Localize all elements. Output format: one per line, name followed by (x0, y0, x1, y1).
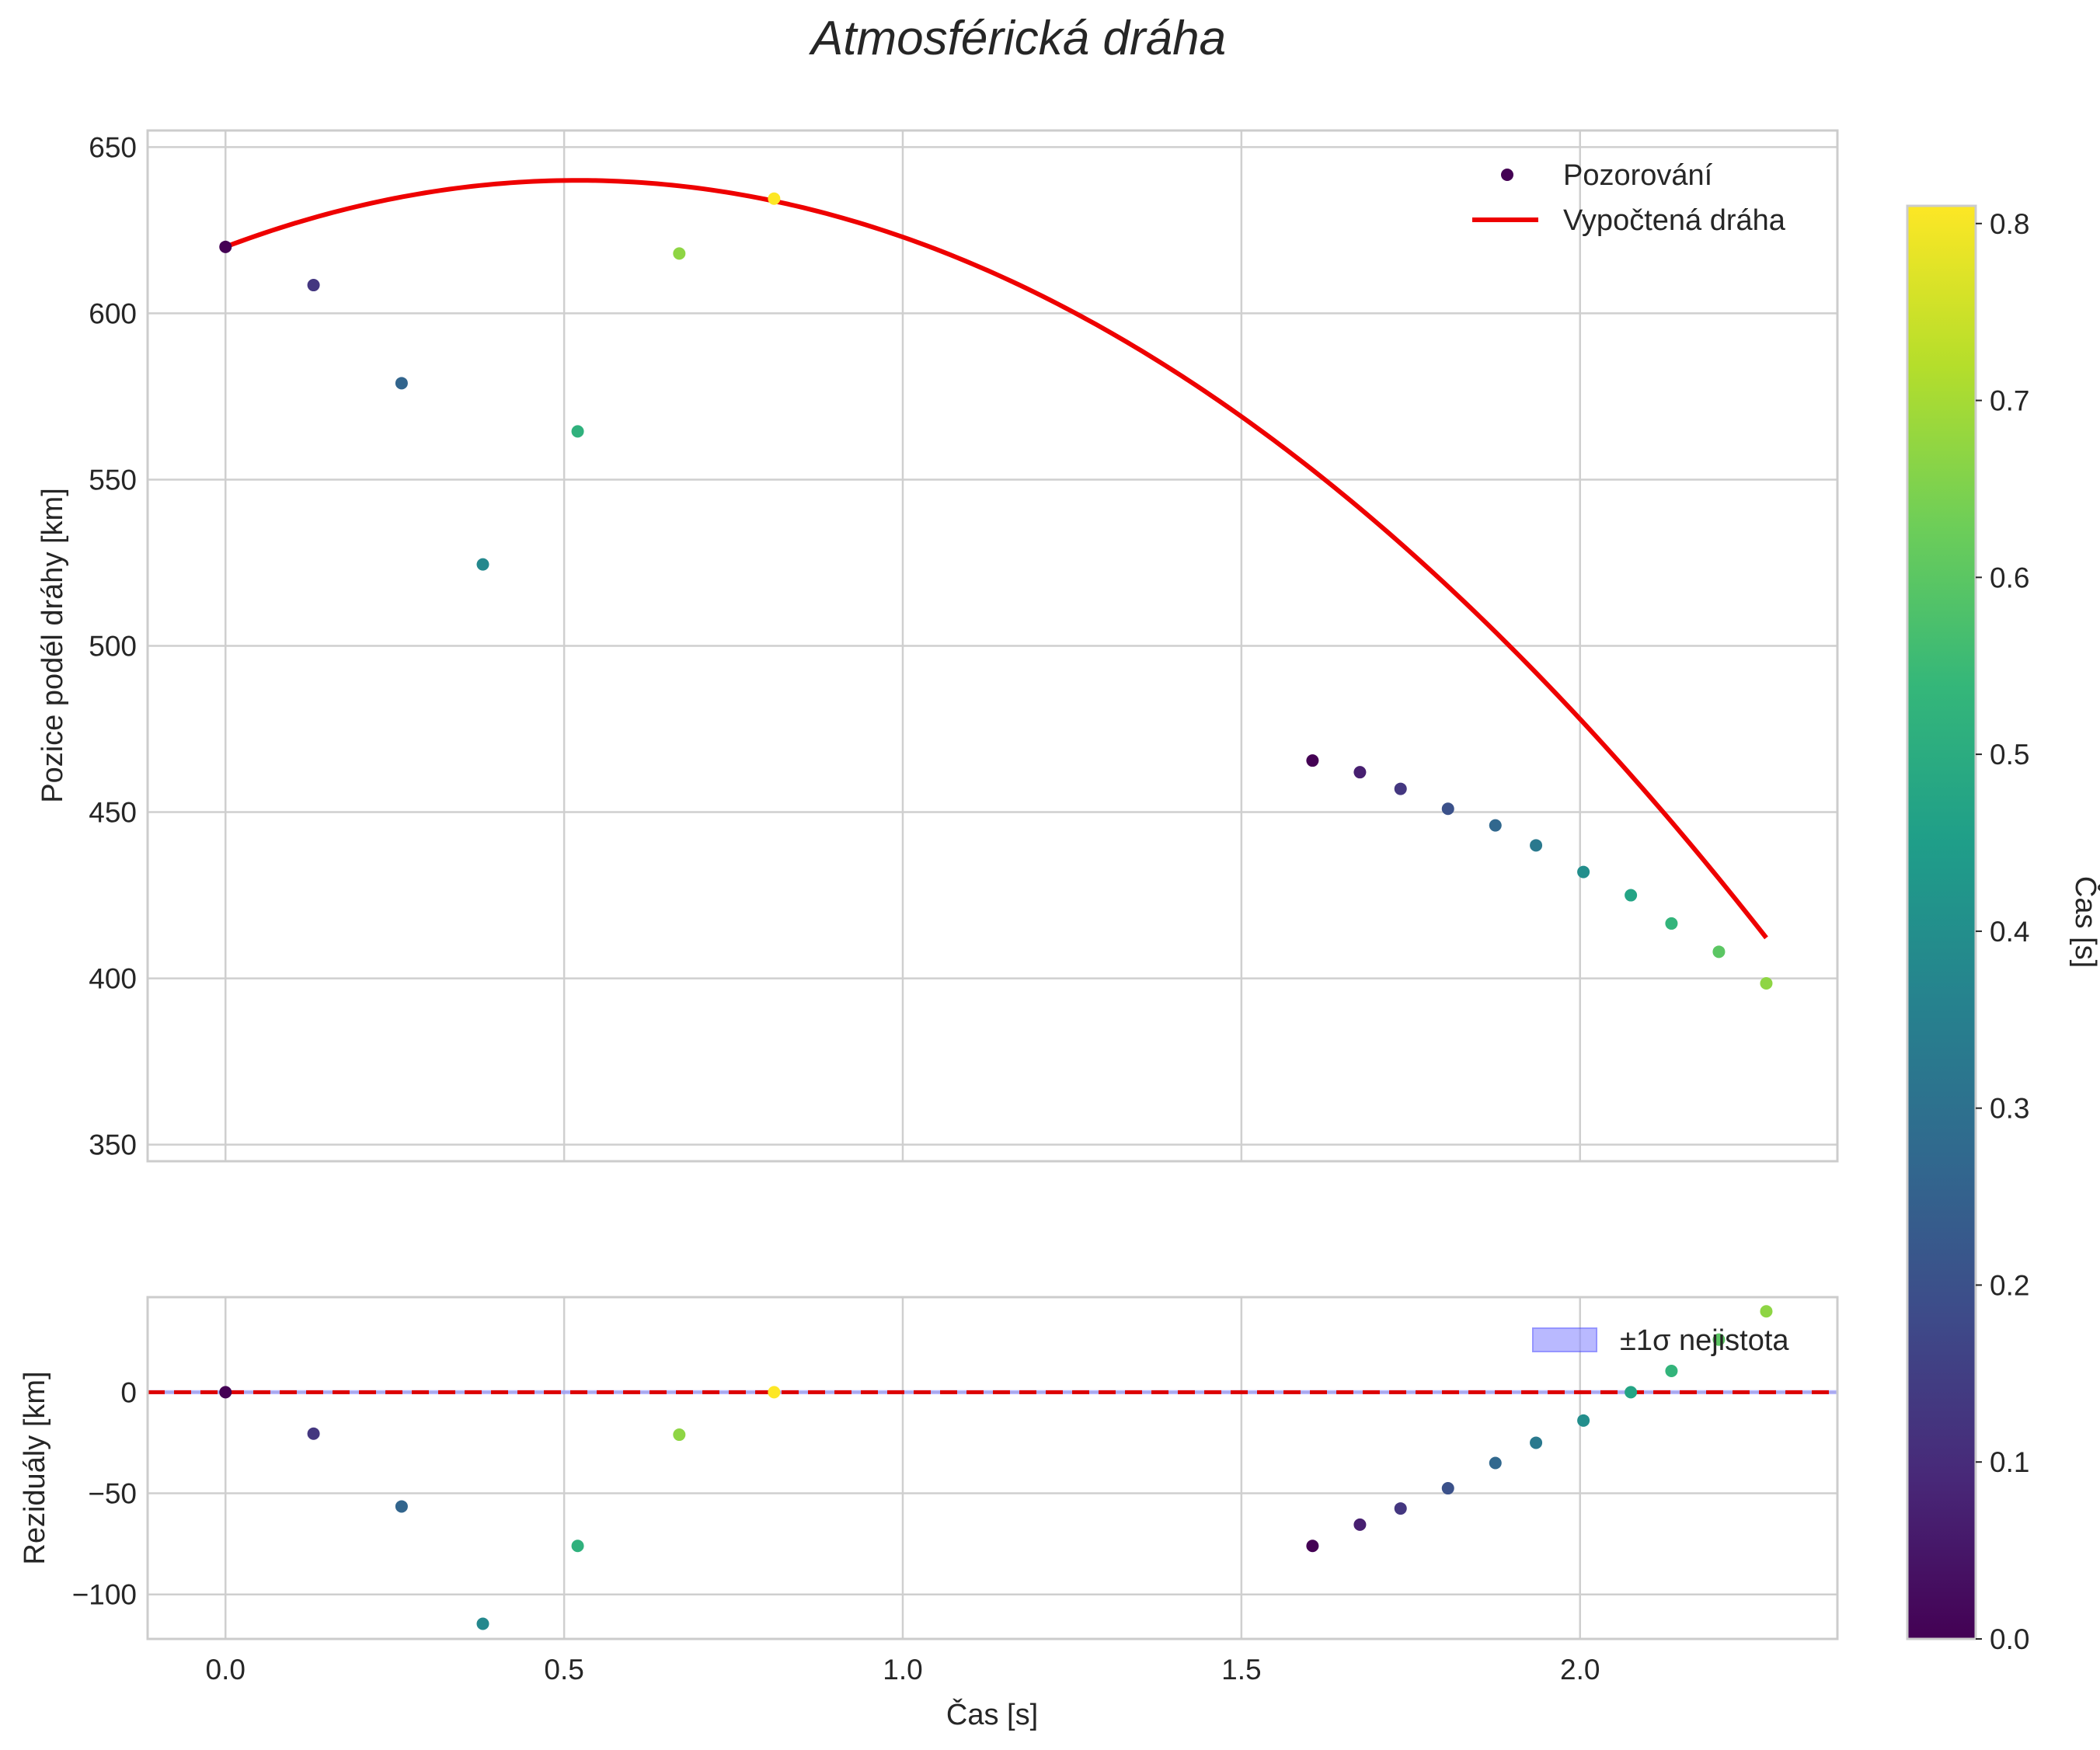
observation-point (1665, 917, 1678, 930)
colorbar-tick-label: 0.0 (1990, 1623, 2029, 1655)
residual-point (1489, 1456, 1502, 1470)
legend-band-marker (1532, 1327, 1597, 1352)
position-axes-frame (146, 129, 1839, 1163)
residuals-y-axis-label: Reziduály [km] (19, 1371, 51, 1564)
residual-point (1353, 1518, 1367, 1531)
position-plot-area (219, 178, 1773, 990)
residuals-legend: ±1σ nejistota (1532, 1324, 1789, 1357)
residual-point (673, 1428, 686, 1442)
observation-point (1625, 889, 1638, 902)
observation-point (1577, 865, 1590, 878)
sigma-uncertainty-band (148, 1390, 1837, 1394)
observation-point (476, 558, 489, 571)
y-tick-label: −50 (88, 1478, 137, 1510)
colorbar-ticks: 0.0 0.1 0.2 0.3 0.4 0.5 0.6 0.7 0.8 (1976, 208, 2029, 1655)
y-tick-label: 500 (89, 631, 137, 663)
residuals-plot-area (148, 1305, 1837, 1630)
position-y-axis-label: Pozice podél dráhy [km] (37, 488, 69, 803)
colorbar-tick-label: 0.1 (1990, 1446, 2029, 1478)
residual-points (219, 1305, 1773, 1630)
chart-title: Atmosférická dráha (808, 12, 1226, 65)
colorbar-tick-label: 0.6 (1990, 562, 2029, 593)
observation-point (1712, 945, 1726, 958)
residual-point (1712, 1333, 1726, 1346)
x-axis-label: Čas [s] (946, 1697, 1038, 1731)
position-y-ticks: 350 400 450 500 550 600 650 (89, 131, 137, 1160)
residuals-panel: 0.0 0.5 1.0 1.5 2.0 −100−500 Reziduály [km] … (19, 1296, 1839, 1731)
observation-point (673, 247, 686, 260)
observation-point (395, 377, 408, 390)
position-panel: 350 400 450 500 550 600 650 Pozice podél dráhy… (37, 129, 1839, 1163)
position-legend: Pozorování Vypočtená dráha (1472, 159, 1786, 237)
residual-point (219, 1386, 232, 1399)
residuals-y-ticks: −100 −50 0 (72, 1376, 137, 1610)
y-tick-label: 650 (89, 131, 137, 163)
residual-point (1441, 1482, 1454, 1495)
colorbar-gradient (1906, 204, 1977, 1640)
y-tick-label: 600 (89, 297, 137, 329)
residual-point (571, 1540, 584, 1553)
residual-point (307, 1427, 320, 1440)
x-tick-label: 1.0 (883, 1654, 922, 1686)
residual-point (1306, 1540, 1319, 1553)
observation-point (307, 279, 320, 292)
x-tick-label: 1.5 (1221, 1654, 1261, 1686)
legend-band-label: ±1σ nejistota (1620, 1324, 1789, 1357)
residuals-axes-frame (146, 1296, 1839, 1640)
colorbar-tick-label: 0.4 (1990, 916, 2029, 948)
residual-point (1394, 1502, 1407, 1515)
residual-point (395, 1500, 408, 1513)
legend-trajectory-label: Vypočtená dráha (1563, 204, 1786, 237)
observation-point (219, 240, 232, 253)
colorbar-tick-label: 0.5 (1990, 739, 2029, 771)
residual-point (1530, 1436, 1543, 1449)
fitted-trajectory-line (225, 178, 1768, 940)
y-tick-label: 550 (89, 464, 137, 496)
observation-point (1760, 976, 1773, 990)
colorbar-tick-label: 0.7 (1990, 385, 2029, 417)
colorbar-tick-label: 0.2 (1990, 1269, 2029, 1301)
colorbar-tick-label: 0.3 (1990, 1093, 2029, 1125)
residuals-x-ticks: 0.0 0.5 1.0 1.5 2.0 (206, 1654, 1600, 1686)
legend-observation-label: Pozorování (1563, 159, 1713, 192)
observation-point (571, 425, 584, 438)
observation-point (1394, 782, 1407, 795)
colorbar-tick-label: 0.8 (1990, 208, 2029, 240)
residual-point (768, 1386, 781, 1399)
y-tick-label: 0 (120, 1376, 137, 1408)
position-grid (148, 130, 1837, 1161)
x-tick-label: 0.5 (544, 1654, 583, 1686)
observation-point (1530, 839, 1543, 852)
y-tick-label: −100 (72, 1579, 137, 1611)
colorbar: 0.0 0.1 0.2 0.3 0.4 0.5 0.6 0.7 0.8 Čas [s] (1906, 204, 2100, 1655)
y-tick-label: 400 (89, 963, 137, 995)
observation-point (1353, 766, 1367, 779)
observation-point (1441, 802, 1454, 816)
y-tick-label: 450 (89, 797, 137, 829)
x-tick-label: 2.0 (1560, 1654, 1600, 1686)
x-tick-label: 0.0 (206, 1654, 246, 1686)
legend-observation-marker (1501, 169, 1513, 181)
observation-point (1306, 754, 1319, 767)
residual-point (1625, 1386, 1638, 1399)
observation-point (768, 192, 781, 205)
colorbar-label: Čas [s] (2069, 876, 2100, 968)
residual-point (1577, 1414, 1590, 1427)
y-tick-label: 350 (89, 1129, 137, 1161)
residual-point (476, 1617, 489, 1630)
residual-point (1665, 1365, 1678, 1378)
observation-points (219, 192, 1773, 990)
residual-point (1760, 1305, 1773, 1318)
observation-point (1489, 819, 1502, 832)
